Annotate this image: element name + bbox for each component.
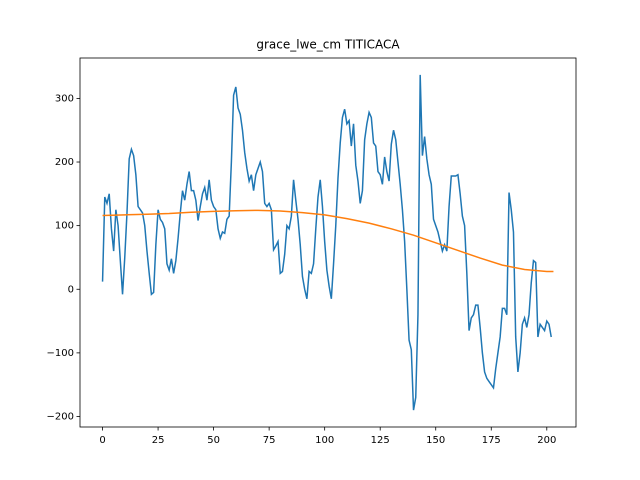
chart-title: grace_lwe_cm TITICACA xyxy=(256,38,400,52)
x-tick-label: 150 xyxy=(426,435,445,446)
x-tick-label: 50 xyxy=(207,435,220,446)
y-tick-label: −100 xyxy=(47,348,74,359)
x-tick-label: 75 xyxy=(263,435,276,446)
x-tick-label: 100 xyxy=(315,435,334,446)
y-tick-label: 0 xyxy=(68,284,74,295)
line-series xyxy=(101,74,552,411)
x-tick-label: 25 xyxy=(152,435,165,446)
line-series xyxy=(102,209,554,273)
x-tick-label: 125 xyxy=(371,435,390,446)
y-tick-label: 200 xyxy=(55,157,74,168)
x-tick-label: 200 xyxy=(537,435,556,446)
plot-frame xyxy=(79,57,577,428)
x-tick-label: 0 xyxy=(99,435,105,446)
y-tick-label: 300 xyxy=(55,93,74,104)
y-tick-label: −200 xyxy=(47,412,74,423)
y-tick-label: 100 xyxy=(55,221,74,232)
x-tick-label: 175 xyxy=(482,435,501,446)
